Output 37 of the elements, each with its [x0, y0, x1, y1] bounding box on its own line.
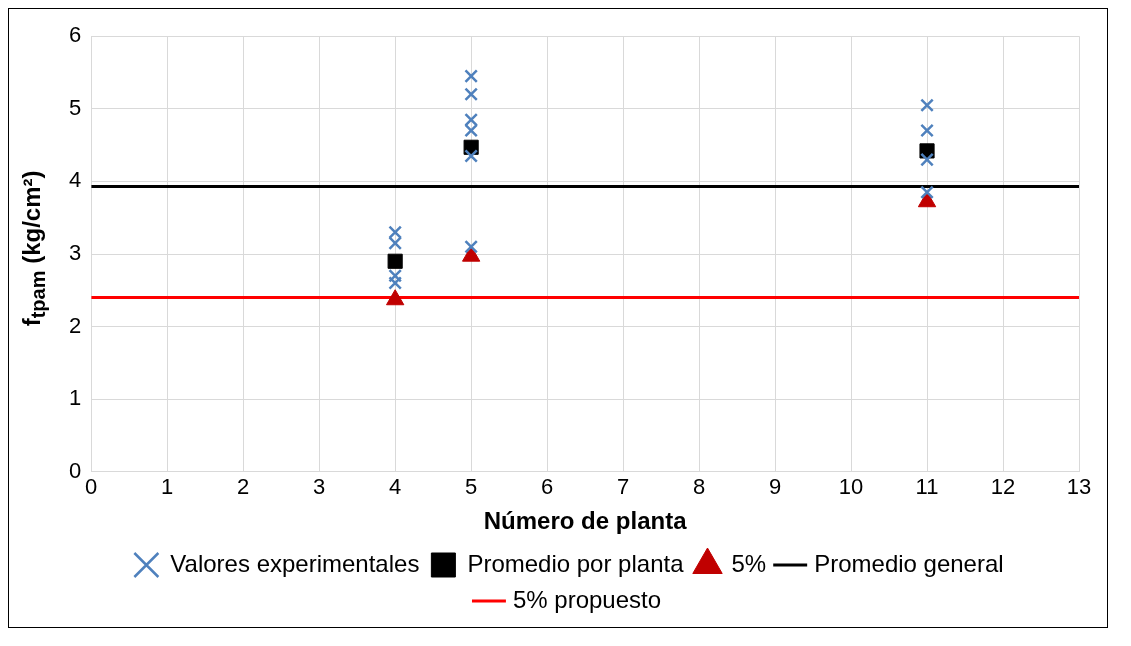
point: [387, 253, 403, 269]
legend-label: Valores experimentales: [170, 549, 420, 577]
y-tick-label: 4: [68, 167, 82, 193]
x-tick-label: 6: [541, 474, 554, 500]
y-tick-label: 3: [68, 240, 82, 266]
x-axis-title: Número de planta: [483, 507, 688, 535]
y-tick-label: 5: [68, 94, 82, 120]
x-tick-label: 12: [990, 474, 1016, 500]
x-tick-label: 11: [915, 474, 939, 500]
x-tick-label: 5: [465, 474, 478, 500]
point: [920, 98, 934, 113]
legend-label: Promedio por planta: [467, 549, 685, 577]
x-tick-label: 10: [838, 474, 864, 500]
y-tick-label: 0: [68, 457, 82, 483]
y-tick-label: 2: [68, 312, 82, 338]
x-tick-label: 1: [161, 474, 174, 500]
legend-label: Promedio general: [814, 549, 1004, 577]
point: [464, 239, 479, 254]
x-tick-label: 2: [237, 474, 250, 500]
point: [464, 69, 479, 84]
legend-label: 5% propuesto: [512, 585, 662, 613]
x-tick-label: 3: [313, 474, 326, 500]
x-tick-label: 4: [389, 474, 402, 500]
y-tick-label: 1: [68, 385, 82, 411]
point: [386, 289, 405, 306]
legend-label: 5%: [731, 549, 767, 577]
x-tick-label: 9: [768, 474, 782, 500]
point: [920, 123, 934, 138]
x-tick-label: 7: [616, 474, 630, 500]
y-tick-label: 6: [68, 22, 82, 48]
point: [920, 185, 934, 200]
point: [464, 87, 479, 102]
x-tick-label: 0: [85, 474, 98, 500]
point: [464, 149, 479, 163]
x-tick-label: 8: [692, 474, 706, 500]
point: [920, 152, 934, 167]
x-tick-label: 13: [1066, 474, 1092, 500]
